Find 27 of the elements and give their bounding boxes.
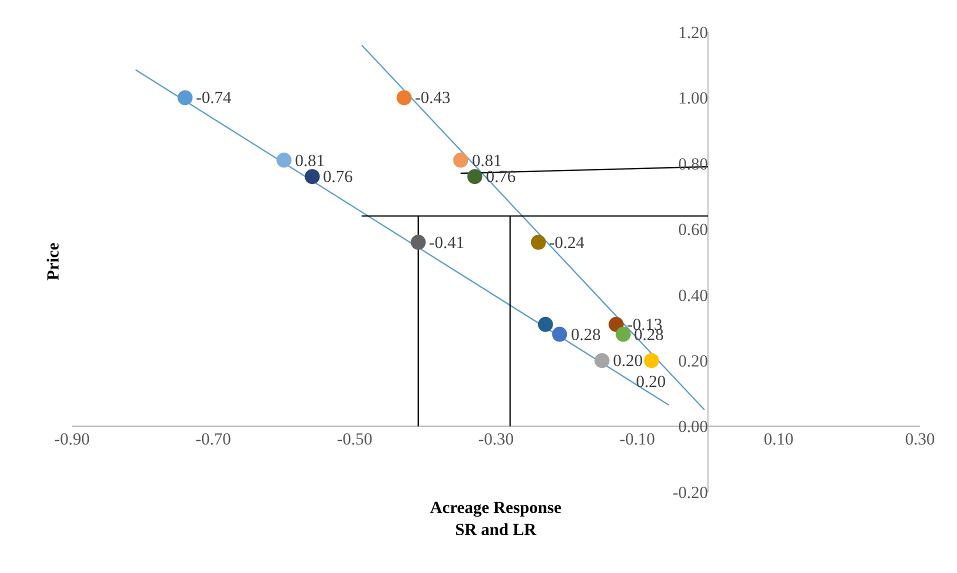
annotation: 0.20 bbox=[636, 372, 666, 391]
y-tick-label: 1.20 bbox=[678, 22, 708, 42]
x-tick-label: 0.10 bbox=[764, 429, 794, 448]
x-tick-label: -0.90 bbox=[54, 429, 90, 448]
x-tick-label: -0.50 bbox=[336, 429, 372, 448]
annotation: -0.43 bbox=[415, 88, 450, 107]
annotation: 0.28 bbox=[571, 325, 601, 344]
x-tick-label: -0.10 bbox=[620, 429, 656, 448]
y-tick-label: -0.20 bbox=[672, 482, 708, 502]
annotation: 0.81 bbox=[472, 151, 502, 170]
annotation: 0.20 bbox=[613, 351, 643, 370]
y-tick-label: 0.20 bbox=[678, 352, 708, 371]
annotation: -0.74 bbox=[196, 88, 232, 107]
x-axis-title: Acreage Response SR and LR bbox=[430, 498, 562, 540]
annotation: 0.81 bbox=[295, 151, 325, 170]
annotation: 0.76 bbox=[486, 167, 516, 186]
y-tick-label: 0.00 bbox=[678, 417, 708, 436]
x-tick-label: -0.30 bbox=[478, 429, 514, 448]
y-tick-label: 0.60 bbox=[678, 220, 708, 240]
annotation: -0.41 bbox=[429, 233, 464, 252]
x-tick-label: -0.70 bbox=[196, 429, 232, 448]
x-tick-label: 0.30 bbox=[905, 429, 935, 448]
annotation: -0.24 bbox=[549, 233, 585, 252]
annotation: 0.76 bbox=[323, 167, 353, 186]
y-tick-label: 0.40 bbox=[678, 286, 708, 305]
y-tick-label: 1.00 bbox=[678, 88, 708, 108]
y-axis-title: Price bbox=[44, 242, 62, 280]
